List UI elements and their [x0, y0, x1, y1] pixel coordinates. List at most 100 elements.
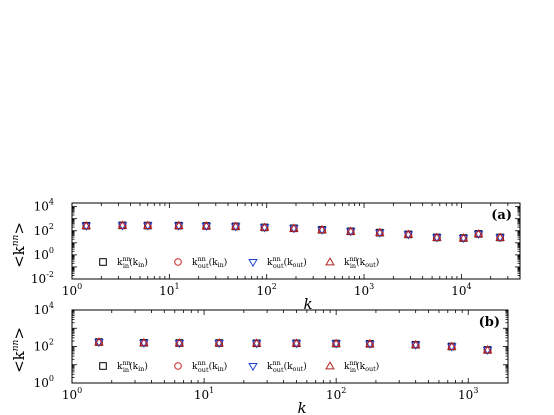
y-tick-label: 104 [34, 301, 54, 317]
data-point [201, 221, 212, 230]
data-point [495, 232, 505, 241]
legend-item: knn in(kin) [99, 255, 148, 270]
data-point [230, 221, 241, 230]
legend-label: knn out(kin) [192, 255, 227, 270]
data-point [142, 220, 153, 229]
panel-label: (a) [491, 208, 512, 223]
data-point [117, 222, 128, 231]
data-point [432, 234, 442, 243]
legend-item: knn in(kout) [325, 359, 379, 374]
data-point [365, 340, 375, 349]
data-point [289, 223, 299, 232]
data-point [94, 339, 104, 348]
legend-item: knn in(kout) [325, 255, 379, 270]
y-axis-label-b: <knn> [10, 327, 28, 373]
data-point [482, 346, 493, 355]
legend-label: knn out(kout) [267, 359, 307, 374]
data-point [374, 227, 385, 237]
data-point [410, 339, 421, 349]
series-2 [82, 221, 504, 242]
legend-marker [174, 362, 182, 370]
legend-marker [248, 363, 258, 372]
legend-marker [99, 258, 107, 266]
data-point [317, 226, 327, 235]
chart-panel-a: 100 101 102 103 104 10-2 100 102 104 (a) k knn in(ki… [31, 198, 521, 313]
data-point [174, 338, 185, 347]
x-tick-label: 102 [257, 282, 277, 298]
data-point [345, 226, 356, 235]
x-tick-label: 101 [159, 282, 179, 298]
x-axis-label: k [297, 399, 306, 415]
data-point [230, 223, 241, 232]
legend-marker [325, 361, 335, 370]
data-point [365, 338, 375, 348]
data-point [142, 222, 153, 231]
data-point [403, 229, 414, 238]
data-point [139, 337, 149, 347]
data-point [291, 338, 302, 347]
legend-item: knn out(kin) [174, 255, 227, 270]
data-point [251, 340, 262, 349]
legend-label: knn in(kout) [344, 255, 379, 270]
data-point [174, 222, 184, 231]
data-point [289, 225, 299, 234]
x-tick-label: 103 [354, 282, 374, 298]
data-point [458, 235, 469, 244]
y-tick-label: 102 [34, 222, 54, 238]
legend-marker [174, 258, 182, 266]
legend-label: knn in(kin) [117, 359, 148, 374]
y-axis-label-a: <knn> [10, 222, 28, 268]
x-tick-label: 101 [194, 386, 214, 402]
x-tick-label: 102 [326, 386, 346, 402]
series-4 [81, 220, 505, 242]
y-tick-label: 102 [34, 338, 54, 354]
data-point [139, 339, 149, 348]
y-tick-label: 10-2 [31, 270, 54, 286]
data-point [331, 340, 341, 349]
x-tick-label: 100 [62, 282, 82, 298]
legend-item: knn out(kout) [248, 255, 307, 270]
data-point [495, 234, 505, 243]
x-axis-label: k [303, 295, 312, 313]
data-point [331, 338, 341, 347]
legend-marker [325, 257, 335, 266]
data-point [94, 337, 104, 346]
data-point [458, 233, 469, 242]
data-point [317, 224, 327, 234]
data-point [446, 343, 457, 352]
data-point [174, 340, 185, 349]
data-point [403, 231, 414, 240]
data-point [201, 222, 212, 232]
x-tick-label: 100 [62, 386, 82, 402]
data-point [432, 232, 442, 241]
legend-item: knn out(kin) [174, 359, 227, 374]
data-point [410, 341, 421, 350]
legend-marker [99, 362, 107, 370]
data-point [174, 220, 184, 230]
x-tick-label: 103 [458, 386, 478, 402]
series-4 [94, 337, 493, 354]
data-point [259, 222, 270, 231]
y-tick-label: 100 [34, 246, 54, 262]
data-point [446, 341, 457, 350]
legend-label: knn out(kout) [267, 255, 307, 270]
data-point [291, 340, 302, 349]
data-point [214, 338, 224, 347]
series-3 [94, 339, 493, 355]
y-tick-label: 104 [34, 198, 54, 214]
data-point [374, 229, 385, 238]
data-point [473, 230, 484, 239]
legend-item: knn in(kin) [99, 359, 148, 374]
legend-label: knn out(kin) [192, 359, 227, 374]
y-tick-label: 100 [34, 374, 54, 390]
data-point [251, 338, 262, 347]
data-point [482, 345, 493, 354]
panel-label: (b) [479, 315, 500, 330]
data-point [259, 224, 270, 233]
data-point [81, 222, 92, 231]
series-3 [81, 222, 505, 244]
data-point [117, 220, 128, 229]
data-point [473, 228, 484, 238]
legend-label: knn in(kin) [117, 255, 148, 270]
